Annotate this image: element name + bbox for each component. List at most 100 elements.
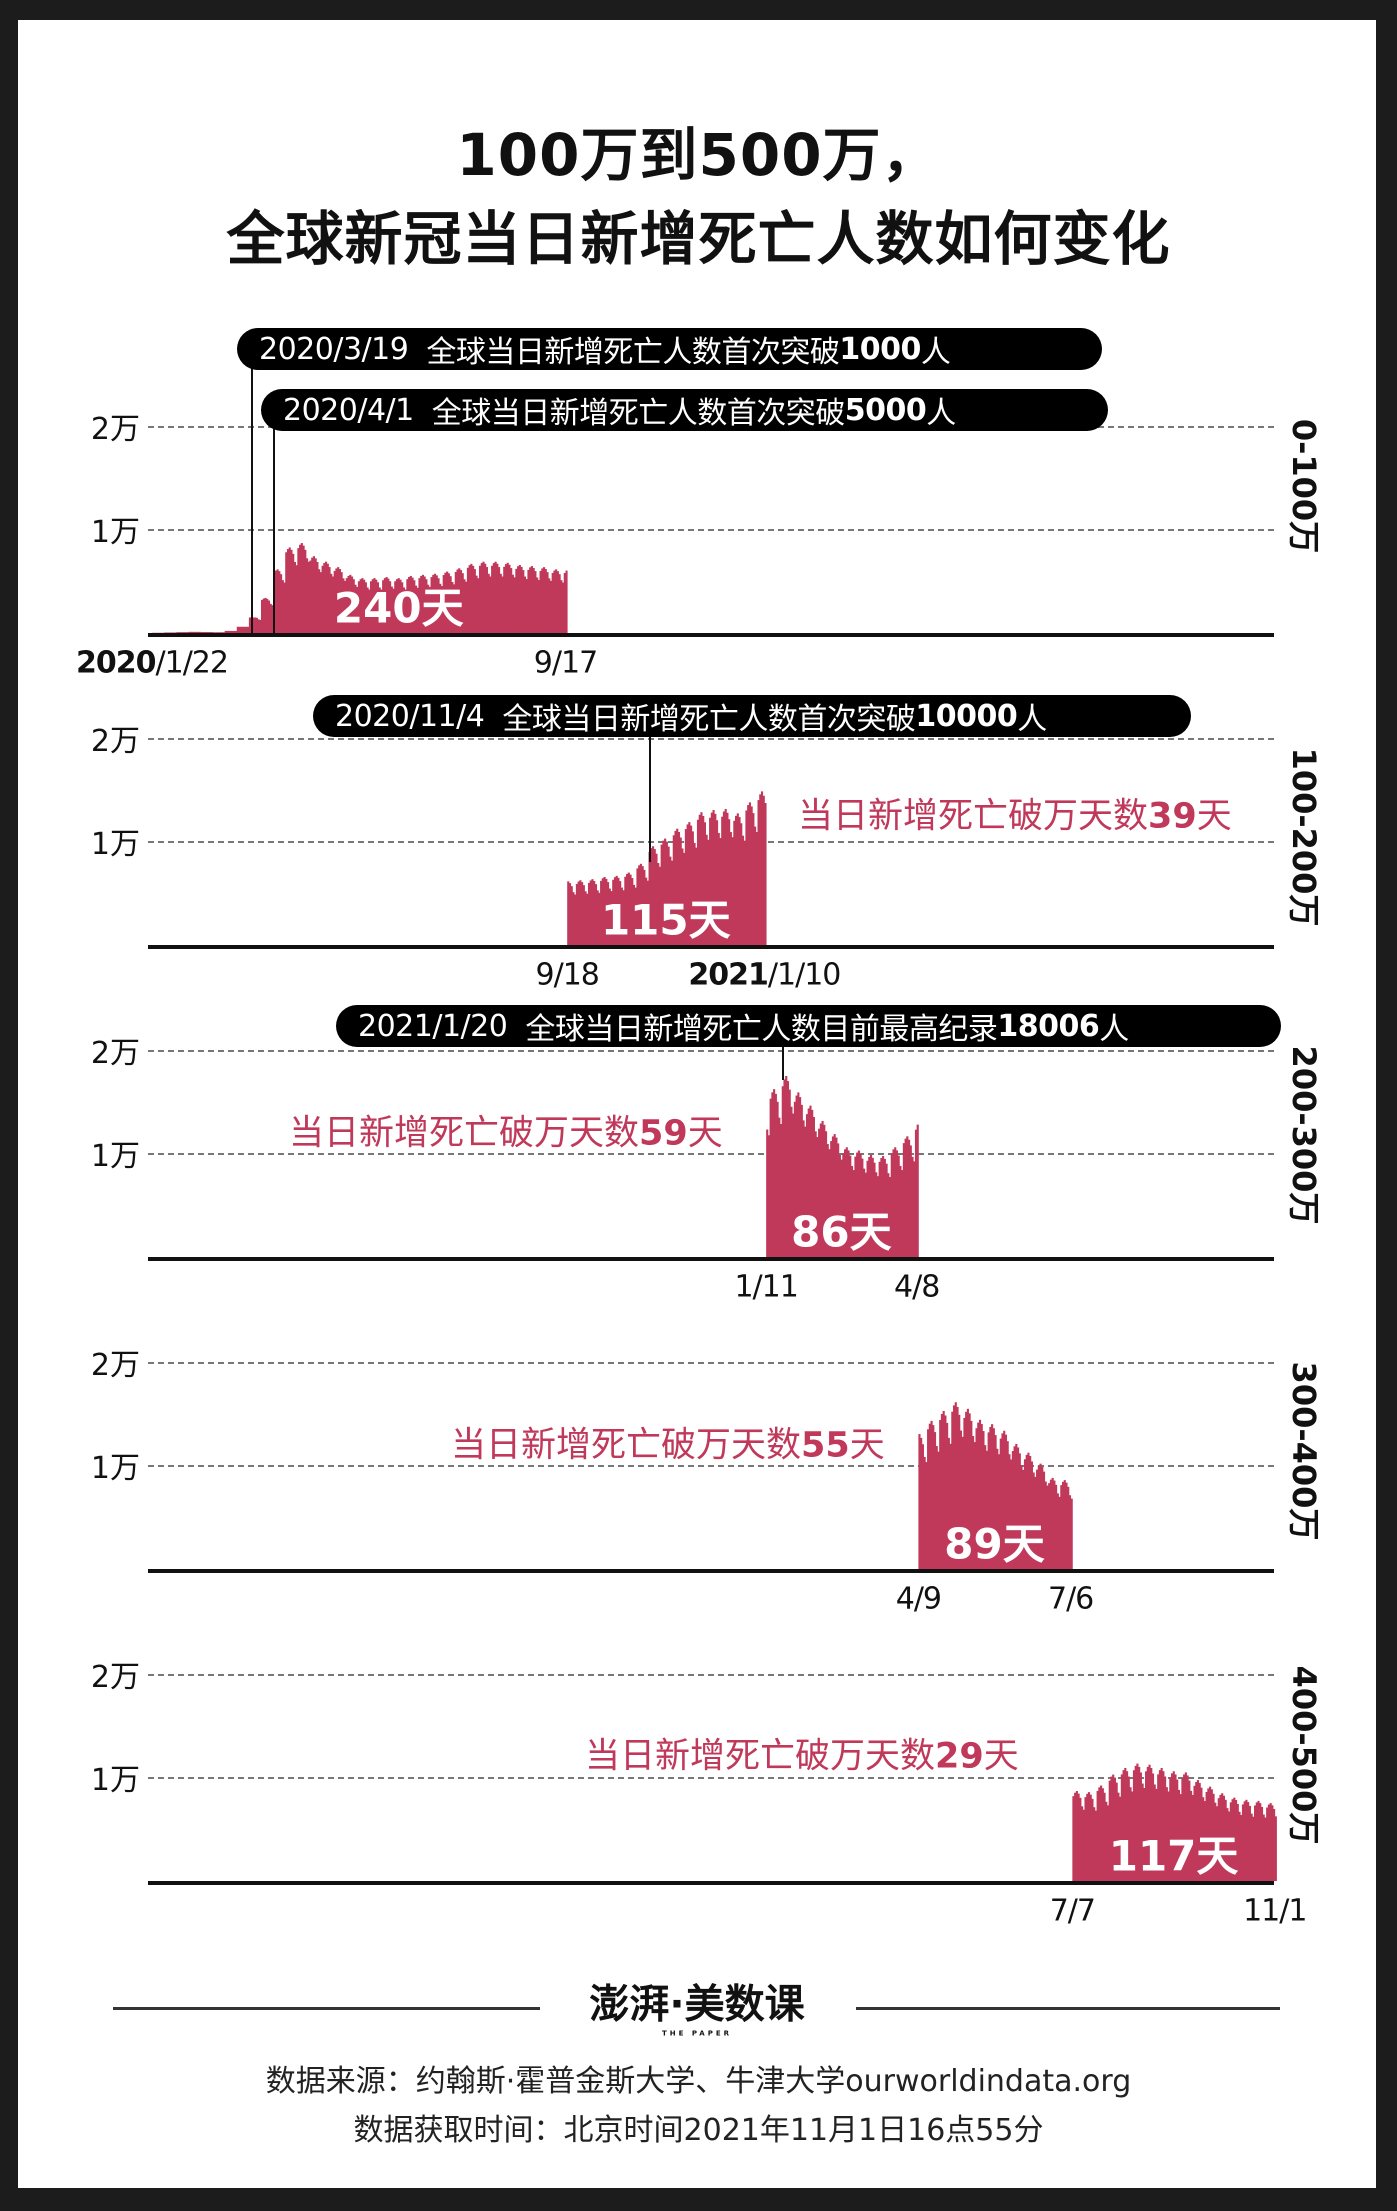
bar-day <box>1089 1794 1092 1881</box>
bar-day <box>1060 1485 1063 1569</box>
range-label: 200-300万 <box>1285 1045 1323 1225</box>
bar-day <box>894 1147 897 1257</box>
bar-day <box>278 571 281 633</box>
callout-label: 2020/4/1 全球当日新增死亡人数首次突破 5000 人 <box>261 389 1108 431</box>
bar-day <box>534 571 537 633</box>
bar-day <box>665 841 668 945</box>
bar-day <box>523 576 527 633</box>
callout-suffix: 人 <box>920 335 951 370</box>
bar-day <box>1127 1776 1130 1881</box>
bar-day <box>982 1431 985 1569</box>
bar-day <box>406 579 409 633</box>
bar-day <box>546 572 549 633</box>
bar-day <box>214 632 217 633</box>
bar-day <box>866 1160 869 1257</box>
bar-day <box>281 580 284 633</box>
bar-day <box>816 1137 819 1257</box>
x-label-start: 1/11 <box>734 1270 798 1305</box>
bar-day <box>451 581 454 633</box>
bar-day <box>1065 1482 1068 1569</box>
bar-day <box>927 1429 930 1569</box>
red-label-text: 当日新增死亡破万天数 <box>289 1113 640 1154</box>
red-label-num: 29 <box>935 1736 984 1777</box>
bar-day <box>280 574 283 633</box>
bar-day <box>587 882 591 945</box>
bar-day <box>925 1462 928 1569</box>
bar-day <box>624 876 627 945</box>
days-count-label: 117天 <box>1108 1831 1239 1881</box>
bar-day <box>645 877 648 945</box>
date-text: 9/17 <box>533 645 598 681</box>
bar-day <box>312 556 316 633</box>
bar-day <box>345 578 348 633</box>
bar-day <box>188 631 191 633</box>
x-axis-baseline <box>148 1257 1274 1261</box>
bar-day <box>728 819 731 945</box>
bar-day <box>212 632 215 633</box>
bar-day <box>650 848 653 945</box>
bar-day <box>754 826 757 945</box>
callout-leader-line <box>648 715 651 862</box>
bar-day <box>767 1135 771 1257</box>
gridline-1wan <box>148 1153 1274 1155</box>
bar-day <box>1231 1799 1234 1881</box>
bar-day <box>402 587 405 633</box>
bar-day <box>1112 1774 1115 1881</box>
bar-day <box>397 578 400 633</box>
x-label-end: 9/17 <box>533 645 598 681</box>
bar-day <box>752 813 755 945</box>
bar-day <box>954 1402 957 1569</box>
bar-day <box>449 576 452 633</box>
bar-day <box>184 632 187 633</box>
bar-day <box>470 563 473 633</box>
x-axis-baseline <box>148 633 1274 637</box>
bar-day <box>887 1173 890 1257</box>
bar-day <box>1157 1774 1160 1881</box>
bar-day <box>219 632 222 633</box>
bar-day <box>888 1177 892 1257</box>
bar-day <box>863 1168 866 1257</box>
bar-day <box>1186 1775 1189 1881</box>
bar-day <box>465 581 468 633</box>
bar-day <box>603 876 606 945</box>
bar-day <box>1108 1780 1111 1881</box>
red-label-suffix: 天 <box>849 1425 885 1466</box>
bar-day <box>1151 1773 1155 1881</box>
bar-day <box>404 589 407 633</box>
bar-day <box>1081 1806 1084 1881</box>
bar-day <box>935 1446 938 1569</box>
range-label: 300-400万 <box>1285 1361 1323 1541</box>
bar-day <box>337 567 340 633</box>
bar-day <box>484 563 487 633</box>
bar-day <box>949 1443 952 1569</box>
bar-day <box>537 579 540 633</box>
bar-day <box>875 1172 878 1257</box>
bar-day <box>276 569 279 633</box>
bar-day <box>899 1165 902 1257</box>
bar-day <box>432 574 435 633</box>
bar-day <box>835 1137 838 1257</box>
bar-day <box>636 868 639 945</box>
bar-day <box>295 565 298 633</box>
bar-day <box>468 565 471 633</box>
bar-day <box>508 564 511 633</box>
bar-day <box>669 856 672 945</box>
bar-day <box>781 1086 784 1257</box>
bar-day <box>226 630 229 633</box>
bar-day <box>750 806 753 945</box>
bar-day <box>722 811 726 945</box>
bar-day <box>1241 1804 1245 1881</box>
bar-day <box>1077 1793 1080 1881</box>
bar-day <box>491 565 494 633</box>
bar-day <box>1198 1782 1201 1881</box>
bar-day <box>551 572 554 633</box>
bar-day <box>584 891 587 945</box>
bar-day <box>726 812 729 945</box>
bar-day <box>972 1436 975 1569</box>
bar-day <box>690 825 693 945</box>
bar-day <box>247 626 250 633</box>
bar-day <box>430 577 433 633</box>
bar-day <box>1042 1471 1046 1569</box>
bar-day <box>582 885 585 945</box>
bar-day <box>380 589 383 633</box>
